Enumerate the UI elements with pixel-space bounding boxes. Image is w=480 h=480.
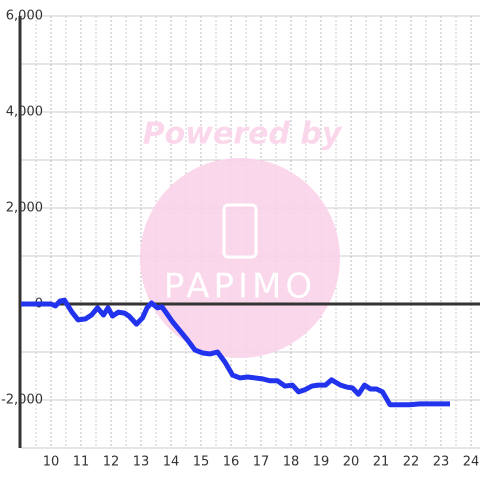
x-tick-label: 24 [463,455,480,470]
x-tick-label: 10 [43,455,60,470]
data-line [21,297,450,408]
x-tick-label: 17 [253,455,270,470]
watermark-icon [222,203,258,259]
x-tick-label: 11 [73,455,90,470]
x-tick-label: 23 [433,455,450,470]
x-tick-label: 20 [343,455,360,470]
y-tick-label: 2,000 [6,201,43,216]
y-tick-label: -2,000 [1,393,43,408]
x-tick-label: 13 [133,455,150,470]
x-tick-label: 12 [103,455,120,470]
x-tick-label: 16 [223,455,240,470]
x-tick-label: 14 [163,455,180,470]
y-tick-label: 4,000 [6,105,43,120]
x-tick-label: 15 [193,455,210,470]
y-tick-label: 6,000 [6,9,43,24]
watermark-logo: PAPIMO [164,267,316,307]
x-tick-label: 19 [313,455,330,470]
watermark-title: Powered by [143,117,343,152]
x-tick-label: 18 [283,455,300,470]
x-tick-label: 22 [403,455,420,470]
watermark: Powered by PAPIMO [140,117,343,358]
x-tick-label: 21 [373,455,390,470]
